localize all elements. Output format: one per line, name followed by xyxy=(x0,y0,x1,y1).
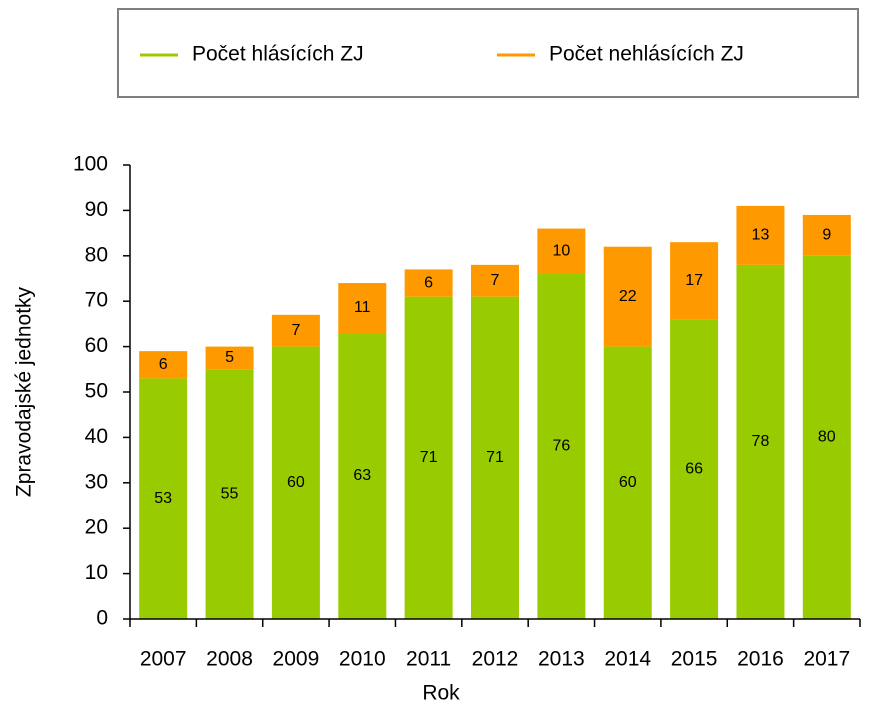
value-label: 60 xyxy=(619,474,637,491)
x-tick-label: 2008 xyxy=(206,648,253,671)
value-label: 63 xyxy=(353,467,371,484)
x-tick-label: 2011 xyxy=(406,648,451,671)
x-tick-label: 2009 xyxy=(273,648,320,671)
bar-segment xyxy=(802,214,851,256)
y-tick-label: 40 xyxy=(85,425,108,448)
value-label: 71 xyxy=(420,449,438,466)
value-label: 7 xyxy=(291,322,300,339)
x-tick-label: 2014 xyxy=(604,648,651,671)
y-tick-label: 100 xyxy=(73,153,108,176)
value-label: 78 xyxy=(752,433,770,450)
bar-segment xyxy=(139,351,188,379)
bar-segment xyxy=(471,264,519,297)
bar-segment xyxy=(537,228,586,274)
bar-segment xyxy=(802,255,851,620)
value-label: 55 xyxy=(221,485,239,502)
value-label: 76 xyxy=(552,438,570,455)
bar-segment xyxy=(404,296,453,619)
y-tick-label: 80 xyxy=(85,243,108,266)
x-tick-label: 2013 xyxy=(538,648,585,671)
value-label: 80 xyxy=(818,429,836,446)
bar-segment xyxy=(338,283,387,333)
value-label: 5 xyxy=(225,349,234,366)
bar-segment xyxy=(537,273,586,619)
value-label: 13 xyxy=(752,227,770,244)
y-tick-label: 70 xyxy=(85,289,108,312)
x-tick-label: 2016 xyxy=(737,648,784,671)
bar-segment xyxy=(404,269,453,297)
y-tick-label: 60 xyxy=(85,334,108,357)
bar-segment xyxy=(205,369,254,619)
bar-segment xyxy=(471,296,519,619)
bar-segment xyxy=(670,319,719,619)
bar-segment xyxy=(271,346,320,619)
y-tick-label: 0 xyxy=(96,607,108,630)
value-label: 22 xyxy=(619,288,637,305)
x-tick-label: 2015 xyxy=(671,648,718,671)
y-tick-label: 90 xyxy=(85,198,108,221)
bar-segment xyxy=(670,242,719,320)
y-axis-label: Zpravodajské jednotky xyxy=(13,286,36,497)
bar-segment xyxy=(603,246,652,347)
y-tick-label: 30 xyxy=(85,470,108,493)
value-label: 60 xyxy=(287,474,305,491)
bar-segment xyxy=(139,378,188,619)
legend-box xyxy=(117,8,859,98)
bar-segment xyxy=(205,346,254,370)
x-tick-label: 2017 xyxy=(803,648,850,671)
bar-segment xyxy=(736,205,785,265)
x-tick-label: 2010 xyxy=(339,648,386,671)
value-label: 17 xyxy=(685,272,703,289)
y-tick-label: 50 xyxy=(85,380,108,403)
value-label: 9 xyxy=(822,227,831,244)
value-label: 66 xyxy=(685,460,703,477)
y-tick-label: 10 xyxy=(85,561,108,584)
x-tick-label: 2007 xyxy=(140,648,187,671)
bar-segment xyxy=(603,346,652,619)
legend-label: Počet nehlásících ZJ xyxy=(549,43,744,66)
value-label: 11 xyxy=(354,299,371,316)
value-label: 7 xyxy=(491,272,500,289)
value-label: 10 xyxy=(552,242,570,259)
y-tick-label: 20 xyxy=(85,516,108,539)
x-axis-label: Rok xyxy=(422,682,460,705)
value-label: 6 xyxy=(159,356,168,373)
bar-segment xyxy=(271,314,320,347)
value-label: 6 xyxy=(424,274,433,291)
bar-segment xyxy=(338,332,387,619)
value-label: 71 xyxy=(486,449,504,466)
legend-label: Počet hlásících ZJ xyxy=(192,43,364,66)
value-label: 53 xyxy=(154,490,172,507)
bar-segment xyxy=(736,264,785,619)
x-tick-label: 2012 xyxy=(472,648,519,671)
